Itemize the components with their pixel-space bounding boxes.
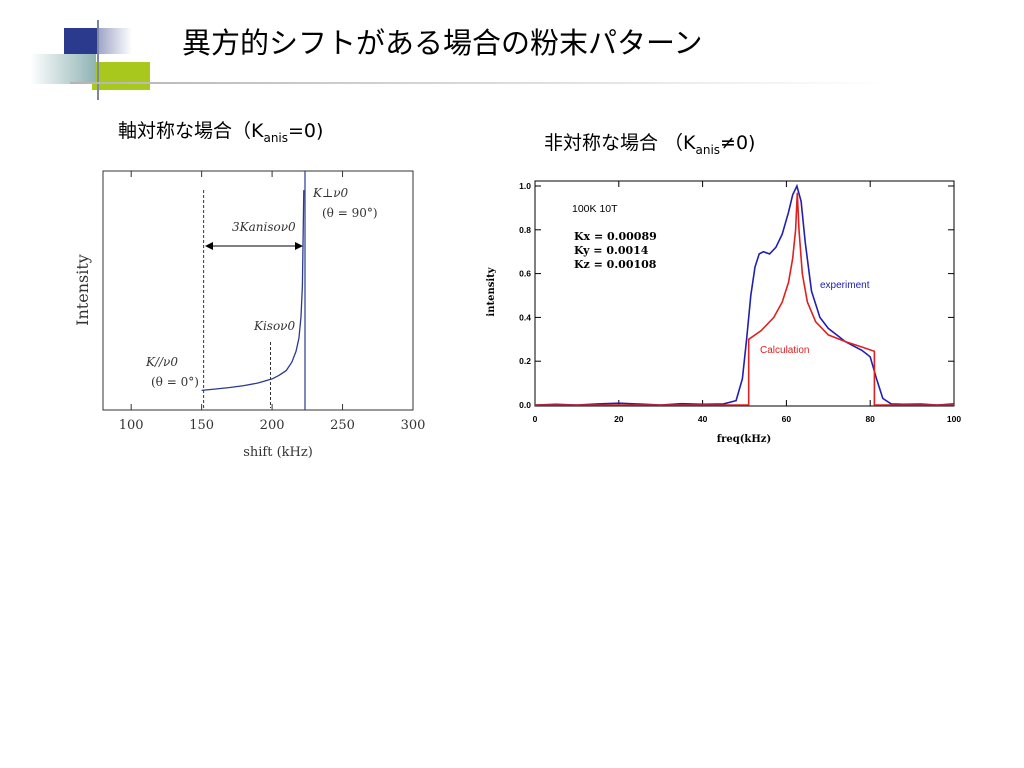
- kx-label: Kx = 0.00089: [574, 230, 657, 243]
- x-axis-label: freq(kHz): [717, 434, 771, 445]
- x-tick-label: 60: [782, 414, 792, 424]
- decor-grey-block: [98, 28, 132, 54]
- right-heading-sub: anis: [695, 142, 721, 157]
- k-iso-label: Kisoν0: [253, 319, 295, 333]
- calculation-legend-label: Calculation: [760, 345, 809, 356]
- corner-decoration: [0, 0, 160, 100]
- y-axis-tick-labels: 0.0 0.2 0.4 0.6 0.8 1.0: [519, 181, 531, 410]
- x-tick-label: 40: [698, 414, 708, 424]
- left-heading: 軸対称な場合（Kanis=0): [118, 116, 323, 145]
- x-tick-label: 100: [119, 418, 144, 433]
- x-axis-tick-labels: 100 150 200 250 300: [119, 418, 426, 433]
- k-par-angle-label: (θ = 0°): [151, 375, 199, 389]
- decor-vertical-line: [97, 20, 99, 100]
- k-perp-angle-label: (θ = 90°): [322, 206, 378, 220]
- conditions-label: 100K 10T: [572, 203, 618, 215]
- y-axis-label: Intensity: [73, 254, 92, 326]
- x-axis-label: shift (kHz): [243, 445, 313, 460]
- x-tick-label: 200: [260, 418, 285, 433]
- left-heading-prefix: 軸対称な場合（K: [118, 120, 264, 142]
- k-perp-label: K⊥ν0: [312, 186, 349, 200]
- k-par-label: K//ν0: [145, 355, 178, 369]
- x-tick-label: 250: [330, 418, 355, 433]
- y-tick-label: 0.6: [519, 269, 531, 279]
- y-tick-label: 0.4: [519, 312, 531, 322]
- y-tick-label: 1.0: [519, 181, 531, 191]
- experiment-series-line: [534, 183, 955, 406]
- x-tick-label: 150: [189, 418, 214, 433]
- right-heading: 非対称な場合 （Kanis≠0): [544, 128, 755, 157]
- y-tick-label: 0.8: [519, 225, 531, 235]
- asymmetric-powder-pattern-chart: 0 20 40 60 80 100 0.0 0.2 0.4 0.6 0.8 1.0 100K 10T…: [486, 180, 962, 445]
- x-tick-label: 0: [533, 414, 538, 424]
- x-tick-label: 300: [401, 418, 426, 433]
- experiment-legend-label: experiment: [820, 280, 870, 291]
- decor-teal-block: [30, 54, 96, 84]
- left-heading-suffix: =0): [288, 120, 324, 142]
- plot-frame: [534, 180, 955, 407]
- aniso-arrow-head-right: [295, 242, 303, 250]
- k-aniso-label: 3Kanisoν0: [232, 220, 296, 234]
- decor-green-block: [92, 62, 150, 90]
- x-tick-label: 100: [947, 414, 961, 424]
- calculation-series-line: [535, 192, 954, 406]
- y-axis-label: intensity: [486, 266, 497, 316]
- x-tick-label: 80: [865, 414, 875, 424]
- y-tick-label: 0.2: [519, 356, 531, 366]
- decor-blue-block: [64, 28, 98, 54]
- left-heading-sub: anis: [263, 130, 289, 145]
- y-tick-label: 0.0: [519, 400, 531, 410]
- title-divider: [70, 82, 890, 84]
- ky-label: Ky = 0.0014: [574, 244, 649, 257]
- x-tick-label: 20: [614, 414, 624, 424]
- right-heading-suffix: ≠0): [720, 132, 756, 154]
- plot-frame: [102, 170, 414, 411]
- slide-title: 異方的シフトがある場合の粉末パターン: [182, 26, 703, 60]
- right-heading-prefix: 非対称な場合 （K: [544, 132, 696, 154]
- kz-label: Kz = 0.00108: [574, 258, 657, 271]
- axisymmetric-powder-pattern-chart: 100 150 200 250 300 Intensity shift (kHz) K⊥…: [73, 170, 426, 460]
- aniso-arrow-head-left: [205, 242, 213, 250]
- x-axis-tick-labels: 0 20 40 60 80 100: [533, 414, 962, 424]
- x-axis-ticks: [130, 171, 414, 410]
- powder-pattern-curve: [201, 190, 305, 392]
